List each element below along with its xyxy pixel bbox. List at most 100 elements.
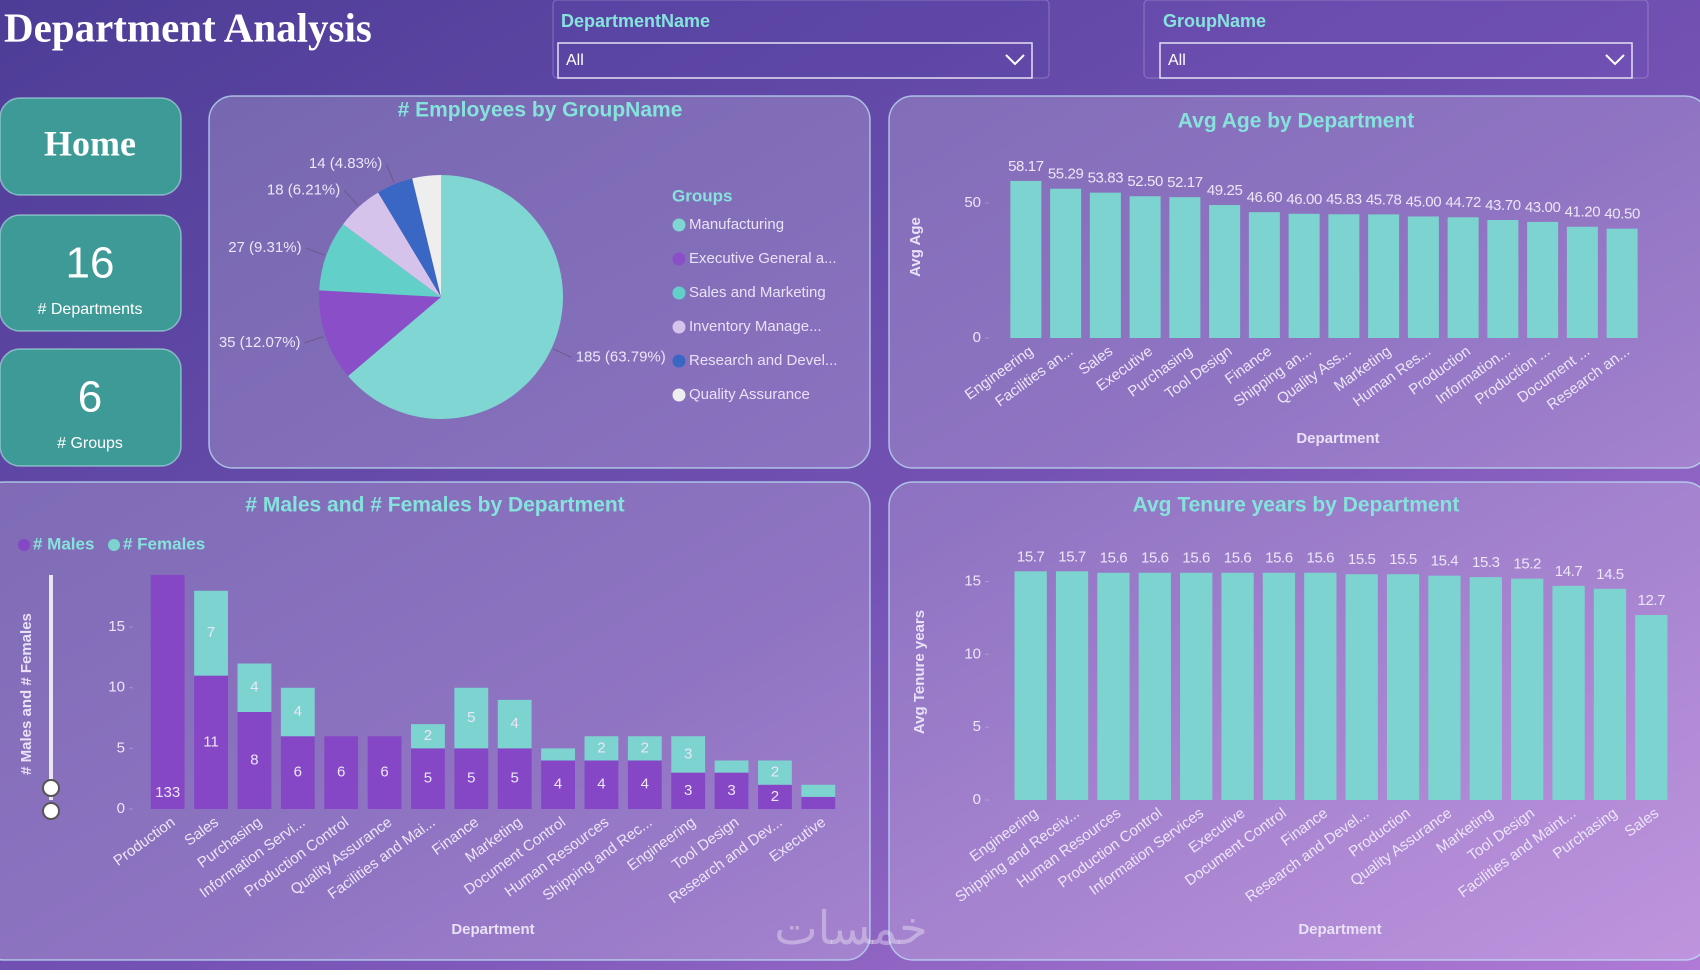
bar-segment [324,736,359,809]
dropdown[interactable] [557,42,1033,79]
chevron [1605,54,1625,66]
y-tick-label: 15 [964,572,981,589]
bar-segment [671,772,706,809]
home-button[interactable] [0,97,182,196]
bar-segment [194,590,228,676]
legend-label: Quality Assurance [689,386,810,403]
slider-handle[interactable] [42,779,60,797]
legend-marker [672,286,686,300]
chart-panel [0,481,871,961]
filter[interactable]: GroupName All [1143,0,1649,79]
bar [1428,575,1461,800]
bar-segment [411,724,445,749]
filter-label: DepartmentName [561,11,710,31]
data-label: 7 [207,624,215,641]
bar [1262,572,1296,800]
data-label: 3 [727,782,735,799]
chart-title: Avg Age by Department [1178,110,1415,133]
bar [1288,213,1320,338]
data-label: 46.60 [1247,189,1283,206]
leader-line [553,348,572,358]
data-label: 15.2 [1513,556,1541,573]
data-label: 52.50 [1127,173,1163,190]
bar-segment [584,760,619,809]
bar [1248,212,1280,338]
legend-title: Groups [672,186,732,205]
bar [1447,217,1479,338]
bar [1014,571,1047,800]
axis-title: Avg Age [907,217,924,277]
legend-label: Sales and Marketing [689,284,826,301]
data-label: 14.5 [1596,566,1624,583]
data-label: 15.7 [1017,548,1045,565]
legend-label: Inventory Manage... [689,318,822,335]
bar [1138,572,1171,800]
data-label: 15.7 [1058,548,1086,565]
bar [1527,221,1559,338]
zoom-slider[interactable] [42,575,60,820]
data-label: 5 [511,770,519,787]
y-tick-label: 50 [964,194,981,211]
y-tick-label: 0 [117,800,125,817]
data-label: 58.17 [1008,158,1044,175]
bar [1209,205,1241,338]
legend-marker [672,354,686,368]
legend-marker [18,539,30,551]
y-tick-label: 0 [973,329,981,346]
bar [1328,214,1360,338]
bars [1014,571,1668,800]
axis-title: # Males and # Females [18,613,35,775]
filter[interactable]: DepartmentName All [552,0,1050,79]
data-label: 53.83 [1088,170,1124,187]
kpi-value: 6 [78,373,102,422]
data-label: 15.5 [1389,551,1417,568]
chart-title: # Employees by GroupName [398,99,683,122]
bar-segment [194,675,228,809]
data-label: 5 [424,770,432,787]
bar-segment [627,760,662,809]
data-label: 5 [467,770,475,787]
bar-segment [237,712,272,809]
bar [1593,588,1627,800]
home-label: Home [44,123,136,163]
data-label: 46.00 [1286,191,1322,208]
leader-line [385,163,395,183]
data-label: 15.6 [1265,550,1293,567]
bars [150,575,836,809]
data-label: 133 [155,784,180,801]
data-label: 3 [684,782,692,799]
chart-title: # Males and # Females by Department [245,494,624,517]
chevron [1005,54,1025,66]
watermark: خمسات [774,902,927,954]
bar-segment [758,784,792,809]
data-label: 55.29 [1048,166,1084,183]
data-label: 4 [641,776,649,793]
bar [1635,615,1668,800]
bar [1511,578,1544,800]
bar [1180,572,1213,800]
bar-segment [411,748,445,809]
bar-segment [541,760,575,809]
y-tick-label: 5 [973,718,981,735]
kpi-label: # Departments [38,301,143,318]
bars [1010,180,1638,338]
filter-label: GroupName [1163,11,1266,31]
bar [1097,572,1130,800]
bar [1129,196,1161,338]
bar-segment [497,748,532,809]
data-label: 43.70 [1485,197,1521,214]
bar [1487,220,1519,338]
dropdown[interactable] [1159,42,1633,79]
slider-handle[interactable] [42,802,60,820]
bar-segment [541,748,575,761]
data-label: 185 (63.79%) [576,348,666,365]
data-label: 6 [337,764,345,781]
data-label: 52.17 [1167,174,1203,191]
bar-segment [801,796,836,809]
kpi-value: 16 [66,239,115,288]
data-label: 8 [250,751,258,768]
data-label: 44.72 [1445,194,1481,211]
data-label: 15.6 [1224,550,1252,567]
data-label: 43.00 [1525,199,1561,216]
data-label: 4 [250,679,258,696]
